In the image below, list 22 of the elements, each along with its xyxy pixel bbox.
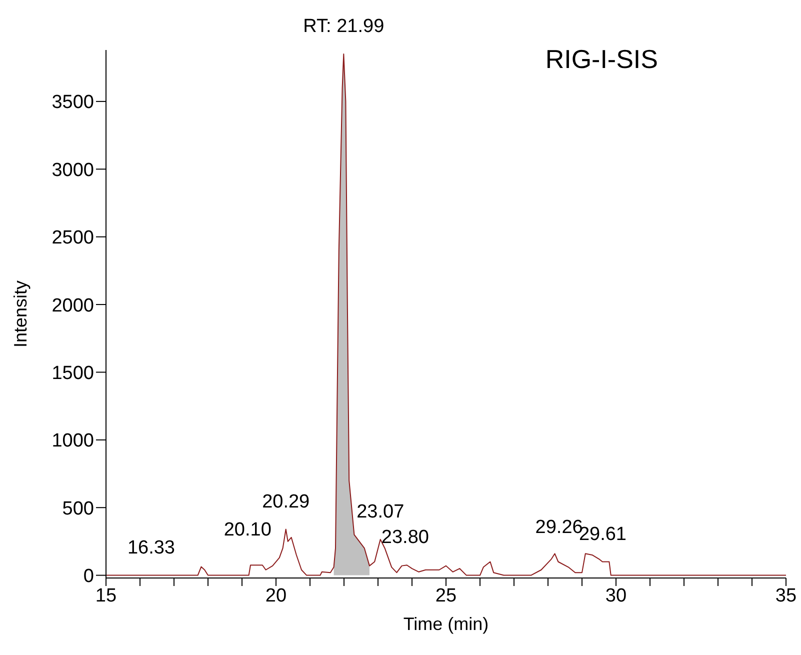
x-tick-label: 15: [95, 585, 117, 606]
x-axis-title: Time (min): [403, 614, 489, 634]
annotation: 23.80: [381, 527, 429, 548]
y-tick-label: 1500: [52, 362, 94, 384]
x-tick-label: 20: [265, 585, 287, 606]
annotation: RIG-I-SIS: [545, 44, 658, 75]
y-tick-label: 500: [62, 498, 94, 520]
annotation: 16.33: [127, 537, 175, 558]
x-tick-label: 30: [605, 585, 627, 606]
annotation: RT: 21.99: [303, 16, 384, 38]
annotation: 20.10: [224, 520, 272, 541]
y-tick-label: 3000: [52, 160, 94, 181]
annotation: 20.29: [262, 491, 310, 512]
y-tick-label: 0: [83, 566, 94, 588]
y-tick-label: 1000: [52, 430, 94, 452]
y-axis-title: Intensity: [10, 280, 30, 348]
y-tick-label: 2000: [52, 295, 94, 316]
annotation: 23.07: [356, 501, 404, 522]
x-tick-label: 25: [435, 585, 457, 606]
y-tick-label: 2500: [52, 228, 94, 249]
x-tick-label: 35: [775, 585, 797, 606]
y-tick-label: 3500: [52, 92, 94, 114]
